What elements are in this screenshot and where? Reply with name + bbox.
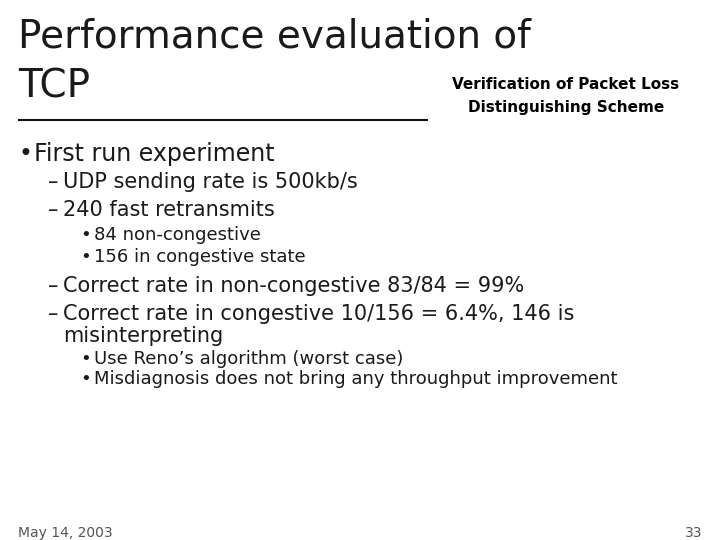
Text: –: – — [48, 304, 58, 324]
Text: •: • — [18, 142, 32, 166]
Text: 33: 33 — [685, 526, 702, 540]
Text: 84 non-congestive: 84 non-congestive — [94, 226, 261, 244]
Text: First run experiment: First run experiment — [34, 142, 274, 166]
Text: misinterpreting: misinterpreting — [63, 326, 223, 346]
Text: •: • — [80, 350, 91, 368]
Text: •: • — [80, 248, 91, 266]
Text: Performance evaluation of: Performance evaluation of — [18, 18, 531, 56]
Text: •: • — [80, 370, 91, 388]
Text: May 14, 2003: May 14, 2003 — [18, 526, 112, 540]
Text: –: – — [48, 172, 58, 192]
Text: Distinguishing Scheme: Distinguishing Scheme — [468, 100, 664, 116]
Text: Verification of Packet Loss: Verification of Packet Loss — [452, 77, 680, 92]
Text: –: – — [48, 200, 58, 220]
Text: •: • — [80, 226, 91, 244]
Text: –: – — [48, 276, 58, 296]
Text: Use Reno’s algorithm (worst case): Use Reno’s algorithm (worst case) — [94, 350, 403, 368]
Text: 156 in congestive state: 156 in congestive state — [94, 248, 305, 266]
Text: TCP: TCP — [18, 68, 90, 106]
Text: 240 fast retransmits: 240 fast retransmits — [63, 200, 275, 220]
Text: Correct rate in non-congestive 83/84 = 99%: Correct rate in non-congestive 83/84 = 9… — [63, 276, 524, 296]
Text: Correct rate in congestive 10/156 = 6.4%, 146 is: Correct rate in congestive 10/156 = 6.4%… — [63, 304, 575, 324]
Text: Misdiagnosis does not bring any throughput improvement: Misdiagnosis does not bring any throughp… — [94, 370, 618, 388]
Text: UDP sending rate is 500kb/s: UDP sending rate is 500kb/s — [63, 172, 358, 192]
